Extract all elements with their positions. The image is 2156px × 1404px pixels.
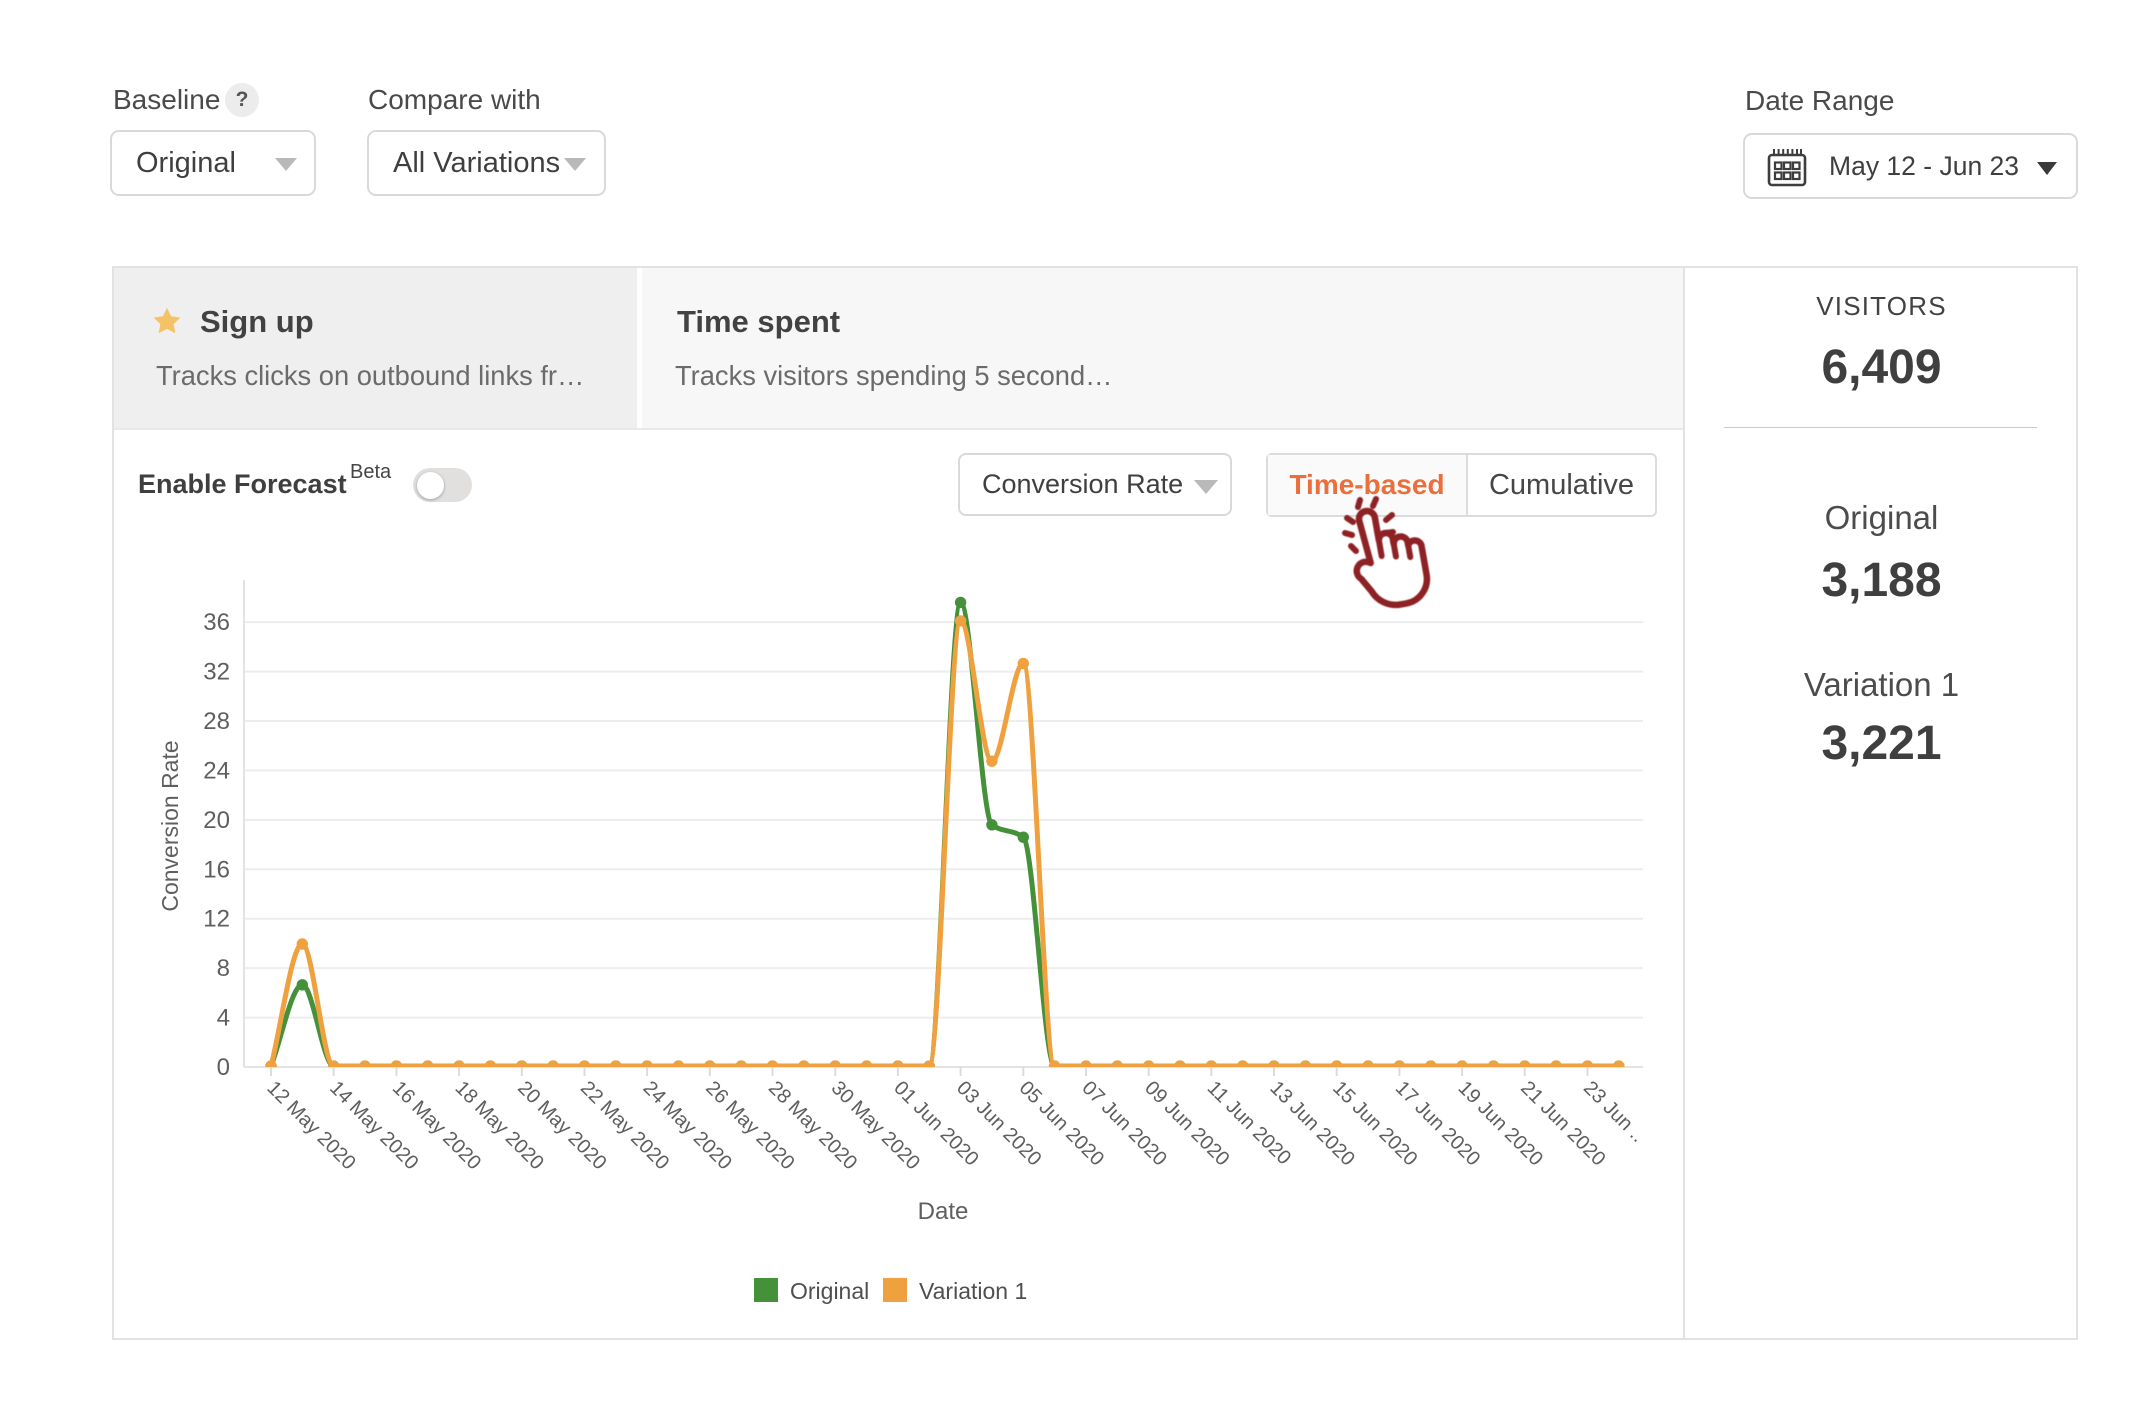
- svg-text:20: 20: [203, 807, 230, 834]
- svg-text:0: 0: [217, 1054, 230, 1081]
- svg-text:32: 32: [203, 659, 230, 686]
- svg-text:16: 16: [203, 856, 230, 883]
- svg-text:Original: Original: [790, 1278, 869, 1304]
- svg-text:4: 4: [217, 1005, 230, 1032]
- svg-text:8: 8: [217, 955, 230, 982]
- svg-text:28: 28: [203, 708, 230, 735]
- svg-text:Variation 1: Variation 1: [919, 1278, 1027, 1304]
- svg-text:36: 36: [203, 609, 230, 636]
- svg-text:12: 12: [203, 906, 230, 933]
- svg-text:Date: Date: [918, 1198, 969, 1225]
- svg-text:Conversion Rate: Conversion Rate: [157, 740, 183, 911]
- svg-text:24: 24: [203, 757, 230, 784]
